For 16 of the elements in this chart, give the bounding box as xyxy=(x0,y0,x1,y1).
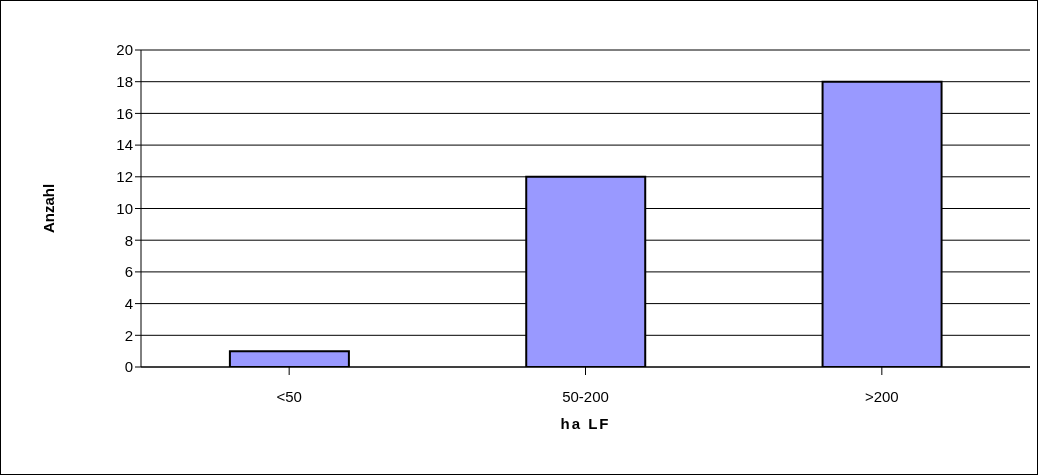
x-tick-label: 50-200 xyxy=(562,387,609,405)
y-tick-label: 2 xyxy=(124,326,133,344)
y-tick-label: 14 xyxy=(116,136,133,154)
y-tick-label: 10 xyxy=(116,199,133,217)
y-tick-label: 12 xyxy=(116,168,133,186)
x-tick-label: <50 xyxy=(276,387,302,405)
y-tick-label: 20 xyxy=(116,41,133,59)
x-axis-title: ha LF xyxy=(560,415,611,432)
y-tick-label: 18 xyxy=(116,73,133,91)
x-tick-label: >200 xyxy=(864,387,899,405)
y-tick-label: 16 xyxy=(116,104,133,122)
y-tick-label: 6 xyxy=(124,263,133,281)
y-tick-label: 4 xyxy=(124,294,133,312)
y-tick-label: 0 xyxy=(124,358,133,376)
y-axis-title: Anzahl xyxy=(40,183,58,234)
y-tick-label: 8 xyxy=(124,231,133,249)
